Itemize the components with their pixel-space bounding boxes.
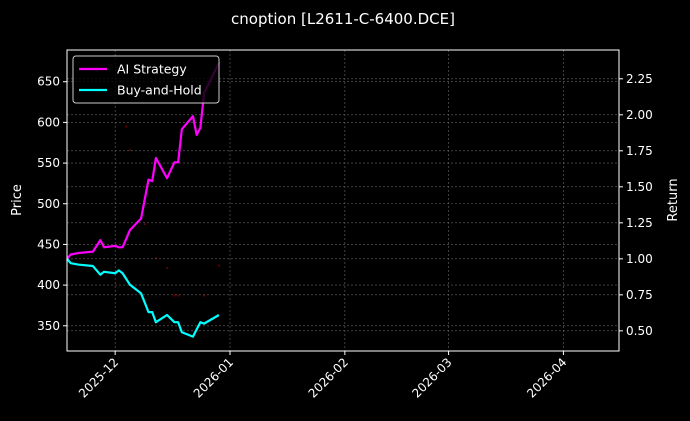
y-tick-label-left: 450 — [37, 237, 60, 251]
series-line-ai-strategy — [66, 62, 220, 260]
price-point — [203, 294, 206, 297]
y-tick-label-right: 2.00 — [626, 108, 653, 122]
price-point — [217, 264, 220, 267]
x-tick-label: 2026-02 — [306, 355, 351, 400]
x-tick-label: 2026-04 — [524, 355, 569, 400]
y-tick-label-right: 1.00 — [626, 252, 653, 266]
price-point — [166, 267, 169, 270]
series-line-buy-and-hold — [66, 258, 220, 338]
price-point — [177, 294, 180, 297]
y-axis-label-left: Price — [10, 184, 25, 216]
y-tick-label-left: 500 — [37, 197, 60, 211]
y-tick-label-right: 1.25 — [626, 216, 653, 230]
y-tick-label-left: 350 — [37, 319, 60, 333]
marks — [66, 62, 220, 338]
price-point — [154, 257, 157, 260]
y-tick-label-left: 550 — [37, 156, 60, 170]
y-tick-label-right: 0.50 — [626, 324, 653, 338]
price-point — [125, 125, 128, 128]
y-tick-label-left: 400 — [37, 278, 60, 292]
price-point — [173, 294, 176, 297]
x-tick-label: 2025-12 — [76, 355, 121, 400]
y-tick-label-right: 1.75 — [626, 144, 653, 158]
legend: AI Strategy Buy-and-Hold — [72, 55, 220, 104]
legend-label: Buy-and-Hold — [117, 83, 202, 98]
y-tick-label-right: 2.25 — [626, 72, 653, 86]
price-point — [143, 223, 146, 226]
y-axis-label-right: Return — [666, 178, 681, 221]
plot-frame — [66, 49, 620, 352]
y-tick-label-right: 1.50 — [626, 180, 653, 194]
chart-title: cnoption [L2611-C-6400.DCE] — [231, 10, 455, 28]
y-tick-label-left: 650 — [37, 75, 60, 89]
x-tick-label: 2026-01 — [191, 355, 236, 400]
legend-label: AI Strategy — [117, 62, 187, 77]
x-tick-label: 2026-03 — [409, 355, 454, 400]
y-tick-label-right: 0.75 — [626, 288, 653, 302]
price-point — [128, 149, 131, 152]
y-tick-label-left: 600 — [37, 115, 60, 129]
grid — [67, 50, 619, 351]
